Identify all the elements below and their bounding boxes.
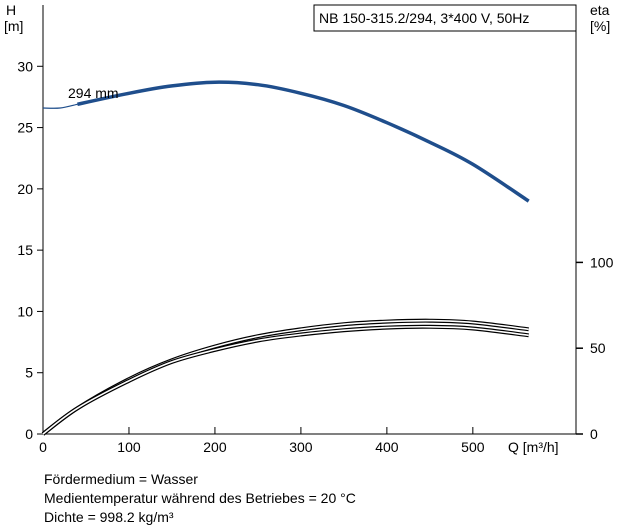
chart-title: NB 150-315.2/294, 3*400 V, 50Hz <box>319 10 529 26</box>
y-left-tick-label: 5 <box>25 365 33 381</box>
x-tick-label: 200 <box>203 439 227 455</box>
x-tick-label: 0 <box>39 439 47 455</box>
labels: H [m] eta [%] Q [m³/h] 294 mm <box>4 2 610 455</box>
note-temperature: Medientemperatur während des Betriebes =… <box>44 490 356 506</box>
x-tick-label: 400 <box>375 439 399 455</box>
y-right-tick-label: 0 <box>590 426 598 442</box>
title-box: NB 150-315.2/294, 3*400 V, 50Hz <box>313 4 577 32</box>
y-left-tick-label: 20 <box>17 181 33 197</box>
y-right-symbol: eta <box>590 2 610 18</box>
series-0-extension <box>42 103 78 109</box>
x-tick-label: 500 <box>461 439 485 455</box>
y-left-tick-label: 0 <box>25 426 33 442</box>
notes: Fördermedium = Wasser Medientemperatur w… <box>44 470 356 527</box>
axes <box>42 5 577 435</box>
curve-label: 294 mm <box>68 85 119 101</box>
y-right-tick-label: 100 <box>590 254 614 270</box>
series-2-line-inner <box>42 325 529 435</box>
y-left-symbol: H <box>6 2 16 18</box>
note-fluid: Fördermedium = Wasser <box>44 471 198 487</box>
y-left-tick-label: 10 <box>17 303 33 319</box>
y-left-unit: [m] <box>4 18 23 34</box>
series-2-line-outer <box>41 324 529 436</box>
y-right-unit: [%] <box>590 18 610 34</box>
x-axis-label: Q [m³/h] <box>508 439 559 455</box>
y-left-tick-label: 25 <box>17 120 33 136</box>
y-left-tick-label: 30 <box>17 58 33 74</box>
series-0-line <box>77 80 530 203</box>
x-tick-label: 300 <box>289 439 313 455</box>
x-tick-label: 100 <box>117 439 141 455</box>
note-density: Dichte = 998.2 kg/m³ <box>44 509 174 525</box>
y-left-tick-label: 15 <box>17 242 33 258</box>
y-right-tick-label: 50 <box>590 340 606 356</box>
series <box>41 80 530 436</box>
